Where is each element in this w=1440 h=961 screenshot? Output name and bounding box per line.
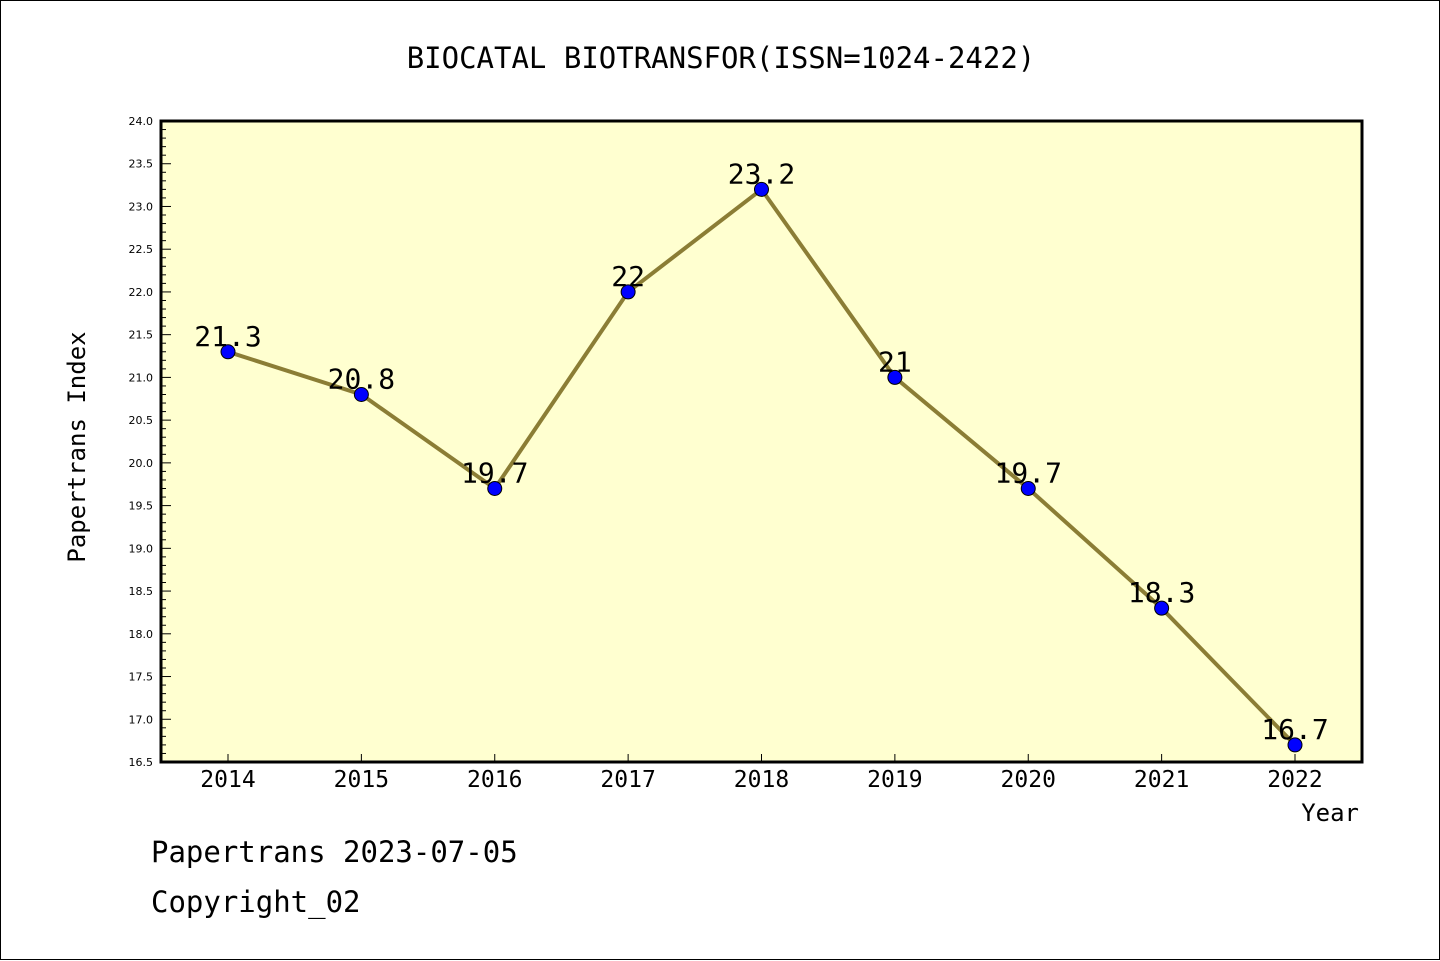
x-tick-label: 2015 <box>334 767 389 793</box>
x-tick-label: 2019 <box>867 767 922 793</box>
x-tick-label: 2021 <box>1134 767 1189 793</box>
data-label: 21 <box>878 345 912 378</box>
y-axis-label: Papertrans Index <box>63 331 91 562</box>
data-point <box>353 386 369 402</box>
y-tick-label: 24.0 <box>129 115 154 128</box>
x-tick-label: 2022 <box>1267 767 1322 793</box>
y-tick-label: 18.0 <box>129 628 154 641</box>
data-label: 19.7 <box>461 457 528 490</box>
y-tick-label: 20.5 <box>129 414 154 427</box>
data-label: 16.7 <box>1261 713 1328 746</box>
x-axis-ticks: 2014 2015 2016 2017 2018 2019 2020 2021 2022 <box>200 754 1323 793</box>
data-label: 19.7 <box>995 457 1062 490</box>
plot-area <box>159 119 1364 764</box>
data-point <box>1287 737 1303 753</box>
y-axis-ticks: 16.5 17.0 17.5 18.0 18.5 19.0 19.5 20.0 20.5 21.0… <box>129 115 171 769</box>
y-tick-label: 22.5 <box>129 243 154 256</box>
data-point <box>1020 481 1036 497</box>
y-tick-label: 17.0 <box>129 713 154 726</box>
y-tick-label: 18.5 <box>129 585 154 598</box>
x-axis-label: Year <box>1301 799 1359 827</box>
data-point <box>754 181 769 197</box>
x-tick-label: 2016 <box>467 767 522 793</box>
data-point <box>487 481 503 497</box>
data-point <box>620 284 636 300</box>
data-label: 22 <box>611 260 645 293</box>
copyright-text: Copyright_02 <box>151 885 361 919</box>
y-tick-label: 21.5 <box>129 329 154 342</box>
x-tick-label: 2018 <box>734 767 789 793</box>
y-tick-label: 19.0 <box>129 542 154 555</box>
y-tick-label: 23.0 <box>129 200 154 213</box>
data-labels: 21.3 20.8 19.7 22 23.2 21 19.7 18.3 16.7 <box>194 157 1328 746</box>
data-label: 18.3 <box>1128 576 1195 609</box>
data-label: 23.2 <box>728 157 795 190</box>
data-label: 21.3 <box>194 320 261 353</box>
data-point <box>1154 600 1170 616</box>
x-tick-label: 2014 <box>200 767 255 793</box>
x-tick-label: 2020 <box>1001 767 1056 793</box>
y-tick-label: 23.5 <box>129 158 154 171</box>
y-tick-label: 16.5 <box>129 756 154 769</box>
y-tick-label: 21.0 <box>129 371 154 384</box>
y-tick-label: 22.0 <box>129 286 154 299</box>
x-tick-label: 2017 <box>600 767 655 793</box>
date-stamp: Papertrans 2023-07-05 <box>151 835 518 869</box>
y-tick-label: 19.5 <box>129 500 154 513</box>
chart-title: BIOCATAL BIOTRANSFOR(ISSN=1024-2422) <box>407 41 1036 75</box>
data-point <box>220 344 236 360</box>
data-label: 20.8 <box>328 362 395 395</box>
y-tick-label: 20.0 <box>129 457 154 470</box>
data-point <box>887 369 903 385</box>
data-markers <box>220 181 1303 753</box>
y-tick-label: 17.5 <box>129 671 154 684</box>
